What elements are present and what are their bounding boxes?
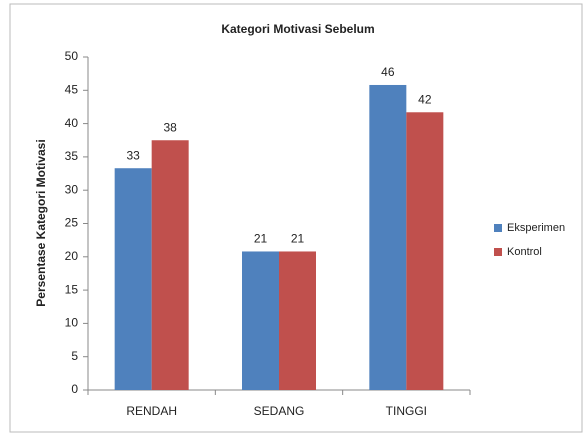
x-tick-label: SEDANG <box>254 404 305 418</box>
y-tick-label: 45 <box>65 82 79 96</box>
y-tick-label: 10 <box>65 316 79 330</box>
x-tick-label: TINGGI <box>386 404 427 418</box>
data-label: 38 <box>163 120 177 134</box>
y-tick-label: 5 <box>71 349 78 363</box>
legend-label: Eksperimen <box>507 222 565 234</box>
y-tick-label: 50 <box>65 49 79 63</box>
legend-swatch <box>494 224 502 232</box>
y-axis-label: Persentase Kategori Motivasi <box>34 139 48 306</box>
data-label: 46 <box>381 65 395 79</box>
chart-title: Kategori Motivasi Sebelum <box>221 22 374 36</box>
bar <box>279 251 316 390</box>
bar <box>114 168 152 390</box>
data-label: 33 <box>126 148 140 162</box>
bar <box>151 140 189 390</box>
legend-swatch <box>494 248 502 256</box>
bar <box>406 112 444 390</box>
y-tick-label: 20 <box>65 249 79 263</box>
bar <box>242 251 279 390</box>
y-tick-label: 15 <box>65 282 79 296</box>
y-tick-label: 30 <box>65 182 79 196</box>
y-tick-label: 35 <box>65 149 79 163</box>
x-tick-label: RENDAH <box>126 404 177 418</box>
data-label: 21 <box>254 232 268 246</box>
bar <box>369 84 407 391</box>
y-tick-label: 40 <box>65 116 79 130</box>
y-tick-label: 25 <box>65 216 79 230</box>
data-label: 21 <box>291 232 305 246</box>
y-tick-label: 0 <box>71 382 78 396</box>
legend-label: Kontrol <box>507 246 542 258</box>
data-label: 42 <box>418 92 432 106</box>
